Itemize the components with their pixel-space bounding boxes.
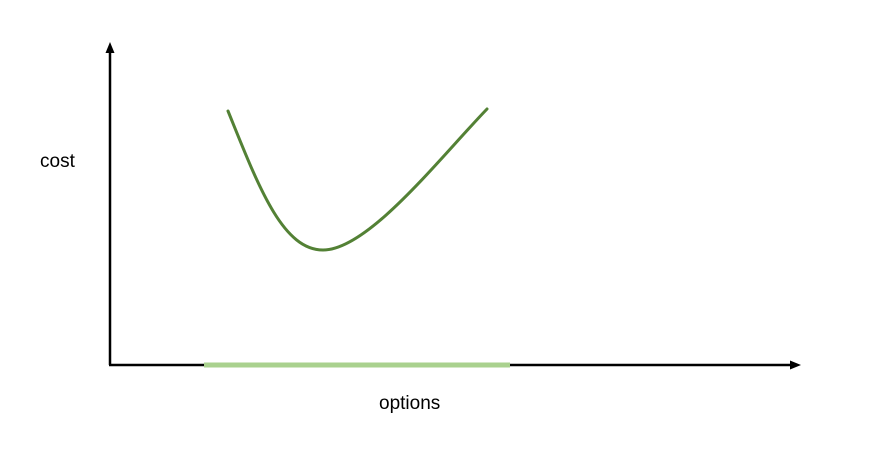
y-axis-arrowhead: [105, 42, 115, 53]
x-axis-arrowhead: [790, 360, 801, 370]
cost-curve: [226, 107, 489, 252]
y-axis-label: cost: [40, 151, 75, 172]
x-axis-label: options: [379, 393, 441, 414]
